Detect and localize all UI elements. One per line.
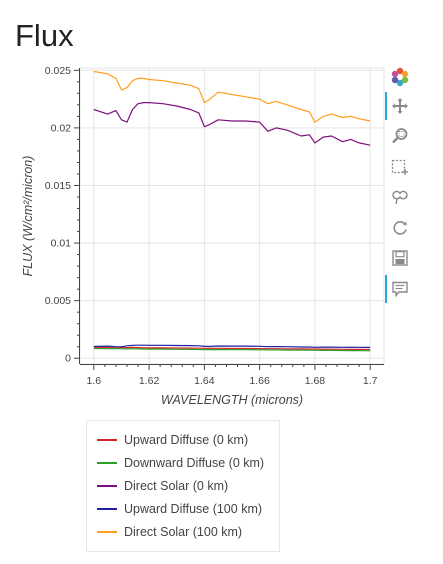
lasso-select-tool[interactable] [386, 184, 414, 210]
x-axis-title: WAVELENGTH (microns) [161, 393, 303, 407]
legend-item-upward-diffuse-100km[interactable]: Upward Diffuse (100 km) [87, 499, 262, 519]
y-tick-label: 0.02 [51, 122, 72, 134]
y-tick-label: 0.025 [45, 65, 71, 77]
x-tick-label: 1.68 [305, 375, 326, 387]
x-tick-label: 1.64 [194, 375, 215, 387]
x-tick-label: 1.62 [139, 375, 160, 387]
pan-tool[interactable] [386, 93, 414, 119]
y-tick-label: 0.015 [45, 180, 71, 192]
legend-item-direct-solar-100km[interactable]: Direct Solar (100 km) [87, 522, 242, 542]
save-icon [392, 250, 408, 266]
axis-ticks: 1.6 1.62 1.64 1.66 1.68 1.7 0 0.005 0.01 0.015 0.0… [45, 65, 378, 387]
bokeh-logo[interactable] [386, 64, 414, 90]
legend-swatch [97, 485, 117, 487]
legend-item-direct-solar-0km[interactable]: Direct Solar (0 km) [87, 476, 228, 496]
legend-label: Upward Diffuse (100 km) [124, 502, 263, 516]
y-tick-label: 0.01 [51, 238, 72, 250]
box-select-icon [391, 159, 408, 175]
x-tick-label: 1.66 [249, 375, 270, 387]
legend-label: Upward Diffuse (0 km) [124, 433, 249, 447]
y-tick-label: 0 [65, 353, 71, 365]
series-line-upward-diffuse-0-km [93, 346, 371, 351]
legend-item-downward-diffuse-0km[interactable]: Downward Diffuse (0 km) [87, 453, 264, 473]
y-tick-label: 0.005 [45, 295, 71, 307]
page-title: Flux [15, 18, 74, 53]
box-select-tool[interactable] [386, 154, 414, 180]
series-line-direct-solar-100-km [93, 70, 371, 123]
legend-item-upward-diffuse-0km[interactable]: Upward Diffuse (0 km) [87, 430, 248, 450]
axes [79, 68, 384, 365]
hover-tool[interactable] [386, 276, 414, 302]
legend-swatch [97, 462, 117, 464]
legend-label: Direct Solar (100 km) [124, 525, 243, 539]
pan-icon [392, 98, 408, 114]
hover-active-indicator [385, 275, 387, 303]
legend-swatch [97, 508, 117, 510]
legend-swatch [97, 439, 117, 441]
pan-active-indicator [385, 92, 387, 120]
legend-swatch [97, 531, 117, 533]
hover-icon [392, 281, 408, 298]
series-line-direct-solar-0-km [93, 101, 371, 146]
grid-lines [80, 68, 384, 364]
lasso-icon [392, 190, 408, 205]
y-axis-title: FLUX (W/cm²/micron) [21, 156, 35, 277]
reset-tool[interactable] [386, 215, 414, 241]
legend-label: Direct Solar (0 km) [124, 479, 229, 493]
chart-legend: Upward Diffuse (0 km) Downward Diffuse (… [86, 420, 280, 552]
legend-label: Downward Diffuse (0 km) [124, 456, 265, 470]
save-tool[interactable] [386, 245, 414, 271]
x-tick-label: 1.7 [363, 375, 378, 387]
x-tick-label: 1.6 [87, 375, 102, 387]
bokeh-logo-icon [391, 67, 409, 87]
box-zoom-icon [392, 128, 408, 144]
box-zoom-tool[interactable] [386, 123, 414, 149]
series-lines [93, 70, 371, 352]
reset-icon [393, 221, 407, 235]
series-line-upward-diffuse-100-km [93, 344, 371, 348]
series-line-downward-diffuse-0-km [93, 347, 371, 352]
flux-chart[interactable]: 1.6 1.62 1.64 1.66 1.68 1.7 0 0.005 0.01 0.015 0.0… [0, 0, 443, 420]
plot-frame [79, 67, 385, 365]
